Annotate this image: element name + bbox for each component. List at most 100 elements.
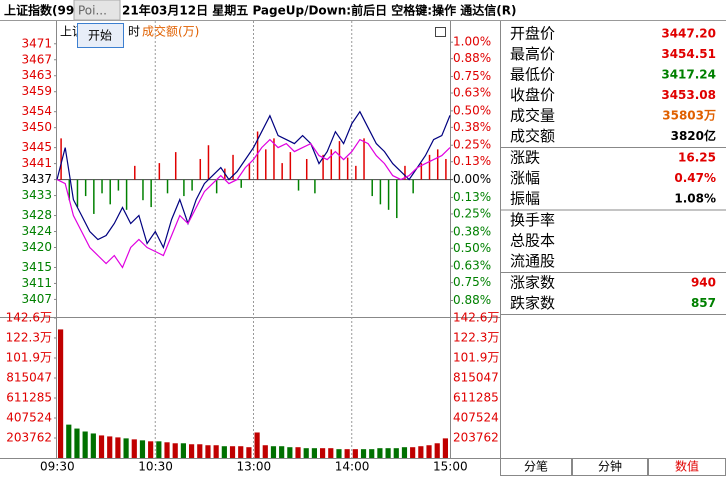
info-label: 最高价 — [510, 45, 555, 63]
info-label: 收盘价 — [510, 86, 555, 104]
price-line — [56, 138, 451, 269]
percent-tick-label: 0.50% — [453, 103, 491, 117]
volume-tick-label: 122.3万 — [453, 330, 499, 344]
price-tick-label: 3433 — [21, 188, 52, 202]
volume-bar — [369, 449, 375, 458]
percent-tick-label: 0.25% — [453, 138, 491, 152]
overlay-label: 时 — [128, 25, 140, 39]
volume-tick-label: 142.6万 — [453, 311, 499, 325]
popup-hint: Poi... — [78, 4, 107, 18]
info-value: 3454.51 — [661, 47, 716, 61]
price-tick-label: 3450 — [21, 120, 52, 134]
info-label: 最低价 — [510, 66, 555, 84]
volume-bar — [336, 449, 342, 458]
volume-tick-label: 203762 — [453, 431, 499, 445]
volume-bar — [123, 438, 129, 458]
price-tick-label: 3428 — [21, 208, 52, 222]
volume-bar — [328, 448, 334, 458]
volume-bar — [426, 445, 432, 458]
volume-bar — [74, 428, 80, 458]
volume-tick-label: 122.3万 — [6, 330, 52, 344]
volume-bar — [320, 448, 326, 458]
info-value: 35803万 — [662, 109, 716, 123]
volume-bar — [287, 447, 293, 458]
volume-bar — [213, 445, 219, 458]
volume-bar — [189, 444, 195, 458]
volume-bar — [385, 448, 391, 458]
volume-bar — [401, 447, 408, 458]
info-label: 成交额 — [510, 127, 555, 145]
volume-bar — [164, 442, 170, 458]
price-tick-label: 3454 — [21, 104, 52, 118]
volume-bar — [229, 446, 236, 458]
volume-bar — [410, 447, 416, 458]
price-tick-label: 3441 — [21, 156, 52, 170]
start-button-label[interactable]: 开始 — [88, 29, 112, 43]
volume-bar — [254, 432, 260, 458]
price-tick-label: 3463 — [21, 68, 52, 82]
price-tick-label: 3411 — [21, 276, 52, 290]
percent-tick-label: 0.63% — [453, 86, 491, 100]
price-tick-label: 3437 — [21, 172, 52, 186]
volume-bar — [418, 446, 424, 458]
volume-tick-label: 407524 — [453, 411, 499, 425]
price-line — [56, 110, 451, 250]
info-value: 3447.20 — [661, 27, 716, 41]
volume-bar — [279, 446, 285, 458]
volume-bar — [221, 446, 227, 458]
volume-bar — [172, 443, 178, 458]
percent-tick-label: 0.75% — [453, 69, 491, 83]
volume-bar — [360, 449, 367, 458]
info-value: 857 — [691, 296, 716, 310]
volume-tick-label: 203762 — [6, 431, 52, 445]
popup-hint-box — [73, 0, 121, 21]
info-label: 涨幅 — [510, 169, 540, 187]
header-title: 上证指数(99 — [4, 3, 74, 18]
volume-bar — [344, 449, 350, 458]
price-tick-label: 3424 — [21, 224, 52, 238]
info-value: 3453.08 — [661, 88, 716, 102]
price-tick-label: 3459 — [21, 84, 52, 98]
volume-bar — [148, 441, 154, 458]
info-value: 0.47% — [674, 171, 716, 185]
window-icon[interactable] — [435, 27, 446, 37]
info-label: 总股本 — [510, 232, 555, 250]
info-value: 1.08% — [674, 192, 716, 206]
price-tick-label: 3467 — [21, 52, 52, 66]
start-button[interactable] — [77, 23, 124, 48]
price-tick-label: 3407 — [21, 292, 52, 306]
percent-tick-label: 0.38% — [453, 224, 491, 238]
percent-tick-label: 0.13% — [453, 190, 491, 204]
volume-tick-label: 611285 — [6, 391, 52, 405]
volume-bar — [442, 438, 448, 458]
time-label: 14:00 — [335, 460, 370, 474]
volume-bar — [197, 444, 203, 458]
tab-label[interactable]: 分笔 — [524, 459, 548, 474]
time-label: 13:00 — [237, 460, 272, 474]
percent-tick-label: 0.88% — [453, 51, 491, 65]
volume-bar — [434, 443, 440, 458]
price-tick-label: 3445 — [21, 140, 52, 154]
info-value: 16.25 — [678, 151, 716, 165]
percent-tick-label: 0.75% — [453, 275, 491, 289]
volume-bar — [270, 446, 277, 458]
tab-label[interactable]: 数值 — [675, 459, 699, 474]
time-label: 09:30 — [40, 460, 75, 474]
info-label: 涨家数 — [510, 274, 555, 292]
info-value: 3820亿 — [671, 128, 716, 143]
percent-tick-label: 0.00% — [453, 172, 491, 186]
volume-bar — [377, 448, 383, 458]
volume-tick-label: 407524 — [6, 411, 52, 425]
volume-tick-label: 101.9万 — [6, 350, 52, 364]
volume-bar — [311, 448, 317, 458]
percent-tick-label: 0.63% — [453, 259, 491, 273]
volume-bar — [303, 448, 309, 458]
percent-tick-label: 0.13% — [453, 154, 491, 168]
price-tick-label: 3420 — [21, 240, 52, 254]
tab-label[interactable]: 分钟 — [598, 459, 622, 474]
percent-tick-label: 0.50% — [453, 241, 491, 255]
info-label: 换手率 — [510, 211, 555, 229]
info-value: 940 — [691, 276, 716, 290]
